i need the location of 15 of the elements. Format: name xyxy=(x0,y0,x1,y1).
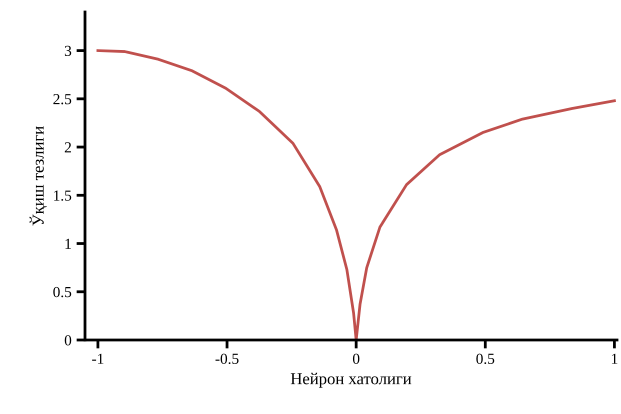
x-tick-label: 0 xyxy=(352,354,360,364)
x-tick-label: -0.5 xyxy=(216,354,239,364)
y-tick-label: 3 xyxy=(64,46,72,56)
y-axis-title: Ўқиш тезлиги xyxy=(30,126,47,226)
y-tick-label: 1 xyxy=(66,238,71,249)
y-tick-label: 0 xyxy=(64,335,72,346)
y-tick-label: 2.5 xyxy=(53,94,72,104)
y-tick-label: 0.5 xyxy=(53,286,72,298)
x-tick-label: 0.5 xyxy=(476,354,494,364)
line-series xyxy=(96,49,616,340)
y-tick-label: 2 xyxy=(64,142,71,152)
x-axis-title: Нейрон хатолиги xyxy=(290,372,412,388)
x-tick-label: 1 xyxy=(612,354,618,364)
y-tick-label: 1.5 xyxy=(54,190,72,201)
x-tick-label: -1 xyxy=(92,354,104,364)
